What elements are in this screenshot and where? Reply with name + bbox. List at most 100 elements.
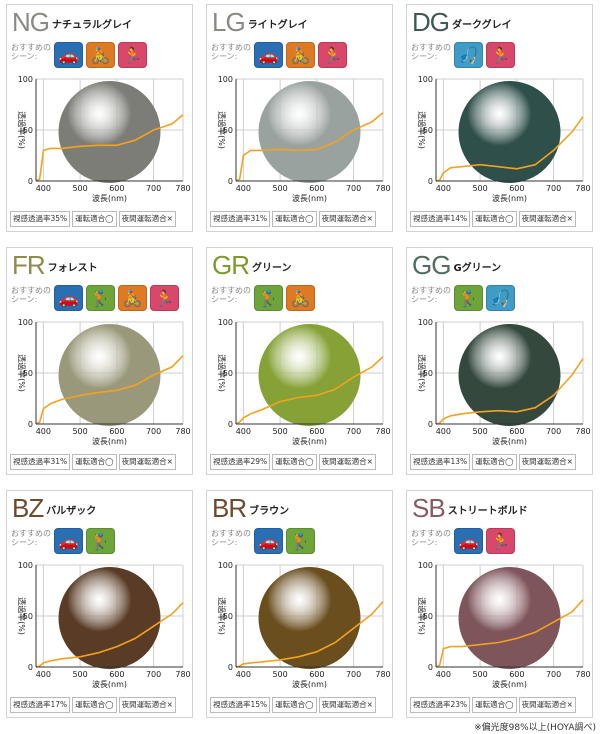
- visual-transmittance: 視感透過率29%: [210, 454, 271, 470]
- lens-swatch: [458, 567, 561, 670]
- y-tick-label: 0: [28, 663, 33, 672]
- lens-card-ng: NG ナチュラルグレイ おすすめの シーン: 🚗 🚴 🏃 0 50 100 400 500 600 700…: [6, 4, 193, 232]
- lens-header: DG ダークグレイ: [412, 7, 512, 38]
- x-tick-label: 600: [109, 670, 124, 679]
- lens-name: ライトグレイ: [247, 20, 308, 31]
- x-tick-label: 780: [575, 670, 590, 679]
- spec-row: 視感透過率29% 運転適合◯ 夜間運転適合×: [210, 454, 376, 470]
- transmittance-curve: [235, 601, 384, 668]
- x-tick-label: 700: [546, 184, 561, 193]
- x-axis-label: 波長(nm): [92, 193, 127, 203]
- golf-icon: 🏌: [86, 285, 115, 311]
- x-tick-label: 600: [109, 184, 124, 193]
- x-tick-label: 780: [175, 184, 190, 193]
- scene-icons: 🏌 🎣: [454, 285, 515, 311]
- transmittance-chart: 0 50 100 400 500 600 700 780 波長(nm) 透過率(%): [217, 318, 391, 446]
- transmittance-curve: [435, 599, 584, 668]
- recommended-scenes-label: おすすめの シーン:: [211, 529, 251, 547]
- x-tick-label: 500: [472, 427, 487, 436]
- y-axis-label: 透過率(%): [217, 597, 227, 635]
- lens-header: NG ナチュラルグレイ: [12, 7, 132, 38]
- cycle-icon: 🚴: [86, 42, 115, 68]
- lens-name: Gグリーン: [453, 263, 502, 274]
- lens-header: BZ バルザック: [12, 493, 96, 524]
- transmittance-curve: [435, 358, 584, 425]
- lens-swatch: [258, 81, 361, 184]
- golf-icon: 🏌: [86, 528, 115, 554]
- x-tick-label: 500: [72, 427, 87, 436]
- night-driving-suitability: 夜間運転適合×: [118, 454, 176, 470]
- visual-transmittance: 視感透過率17%: [10, 697, 71, 713]
- transmittance-curve: [35, 602, 184, 668]
- x-tick-label: 400: [436, 670, 451, 679]
- scene-icons: 🚗 🚴 🏃: [254, 42, 347, 68]
- lens-swatch: [258, 567, 361, 670]
- x-axis-label: 波長(nm): [292, 193, 327, 203]
- x-axis-label: 波長(nm): [92, 679, 127, 689]
- y-tick-label: 0: [428, 663, 433, 672]
- drive-icon: 🚗: [54, 285, 83, 311]
- x-tick-label: 500: [472, 184, 487, 193]
- x-axis-label: 波長(nm): [292, 436, 327, 446]
- y-tick-label: 50: [223, 369, 233, 378]
- lens-name: ブラウン: [249, 506, 290, 517]
- x-tick-label: 700: [346, 184, 361, 193]
- x-tick-label: 400: [236, 670, 251, 679]
- spec-row: 視感透過率17% 運転適合◯ 夜間運転適合×: [10, 697, 176, 713]
- scene-icons: 🚗 🏌: [54, 528, 115, 554]
- night-driving-suitability: 夜間運転適合×: [518, 211, 576, 227]
- x-tick-label: 700: [346, 670, 361, 679]
- scene-icons: 🚗 🏌: [254, 528, 315, 554]
- drive-icon: 🚗: [54, 528, 83, 554]
- lens-swatch: [258, 324, 361, 427]
- lens-swatch: [458, 324, 561, 427]
- night-driving-suitability: 夜間運転適合×: [118, 697, 176, 713]
- y-axis-label: 透過率(%): [17, 354, 27, 392]
- y-tick-label: 100: [18, 561, 33, 570]
- y-tick-label: 50: [23, 369, 33, 378]
- run-icon: 🏃: [150, 285, 179, 311]
- recommended-scenes-label: おすすめの シーン:: [411, 43, 451, 61]
- visual-transmittance: 視感透過率31%: [10, 454, 71, 470]
- footnote: ※偏光度98%以上(HOYA調べ): [474, 723, 596, 733]
- y-tick-label: 50: [423, 126, 433, 135]
- night-driving-suitability: 夜間運転適合×: [518, 454, 576, 470]
- x-tick-label: 500: [72, 670, 87, 679]
- driving-suitability: 運転適合◯: [72, 211, 117, 227]
- lens-code: DG: [412, 7, 450, 37]
- x-tick-label: 780: [375, 670, 390, 679]
- scene-icons: 🚗 🏌 🚴 🏃: [54, 285, 179, 311]
- visual-transmittance: 視感透過率15%: [210, 697, 271, 713]
- y-tick-label: 100: [418, 75, 433, 84]
- golf-icon: 🏌: [286, 528, 315, 554]
- x-tick-label: 400: [236, 184, 251, 193]
- lens-code: LG: [212, 7, 246, 37]
- y-tick-label: 50: [223, 126, 233, 135]
- transmittance-chart: 0 50 100 400 500 600 700 780 波長(nm) 透過率(%): [417, 561, 591, 689]
- transmittance-curve: [35, 355, 184, 425]
- lens-code: NG: [12, 7, 50, 37]
- transmittance-chart: 0 50 100 400 500 600 700 780 波長(nm) 透過率(%): [217, 75, 391, 203]
- y-tick-label: 100: [218, 75, 233, 84]
- visual-transmittance: 視感透過率31%: [210, 211, 271, 227]
- x-tick-label: 500: [472, 670, 487, 679]
- y-tick-label: 50: [23, 612, 33, 621]
- y-axis-label: 透過率(%): [17, 111, 27, 149]
- recommended-scenes-label: おすすめの シーン:: [211, 43, 251, 61]
- spec-row: 視感透過率31% 運転適合◯ 夜間運転適合×: [10, 454, 176, 470]
- spec-row: 視感透過率13% 運転適合◯ 夜間運転適合×: [410, 454, 576, 470]
- lens-header: GG Gグリーン: [412, 250, 501, 281]
- night-driving-suitability: 夜間運転適合×: [318, 211, 376, 227]
- lens-card-fr: FR フォレスト おすすめの シーン: 🚗 🏌 🚴 🏃 0 50 100 400 500 600 700 78…: [6, 247, 193, 475]
- x-tick-label: 500: [72, 184, 87, 193]
- transmittance-chart: 0 50 100 400 500 600 700 780 波長(nm) 透過率(%): [417, 318, 591, 446]
- x-tick-label: 600: [309, 184, 324, 193]
- y-tick-label: 100: [418, 561, 433, 570]
- lens-code: GG: [412, 250, 451, 280]
- transmittance-curve: [235, 112, 384, 182]
- y-tick-label: 0: [428, 177, 433, 186]
- spec-row: 視感透過率14% 運転適合◯ 夜間運転適合×: [410, 211, 576, 227]
- x-tick-label: 780: [375, 427, 390, 436]
- night-driving-suitability: 夜間運転適合×: [318, 454, 376, 470]
- scene-icons: 🚗 🚴 🏃: [54, 42, 147, 68]
